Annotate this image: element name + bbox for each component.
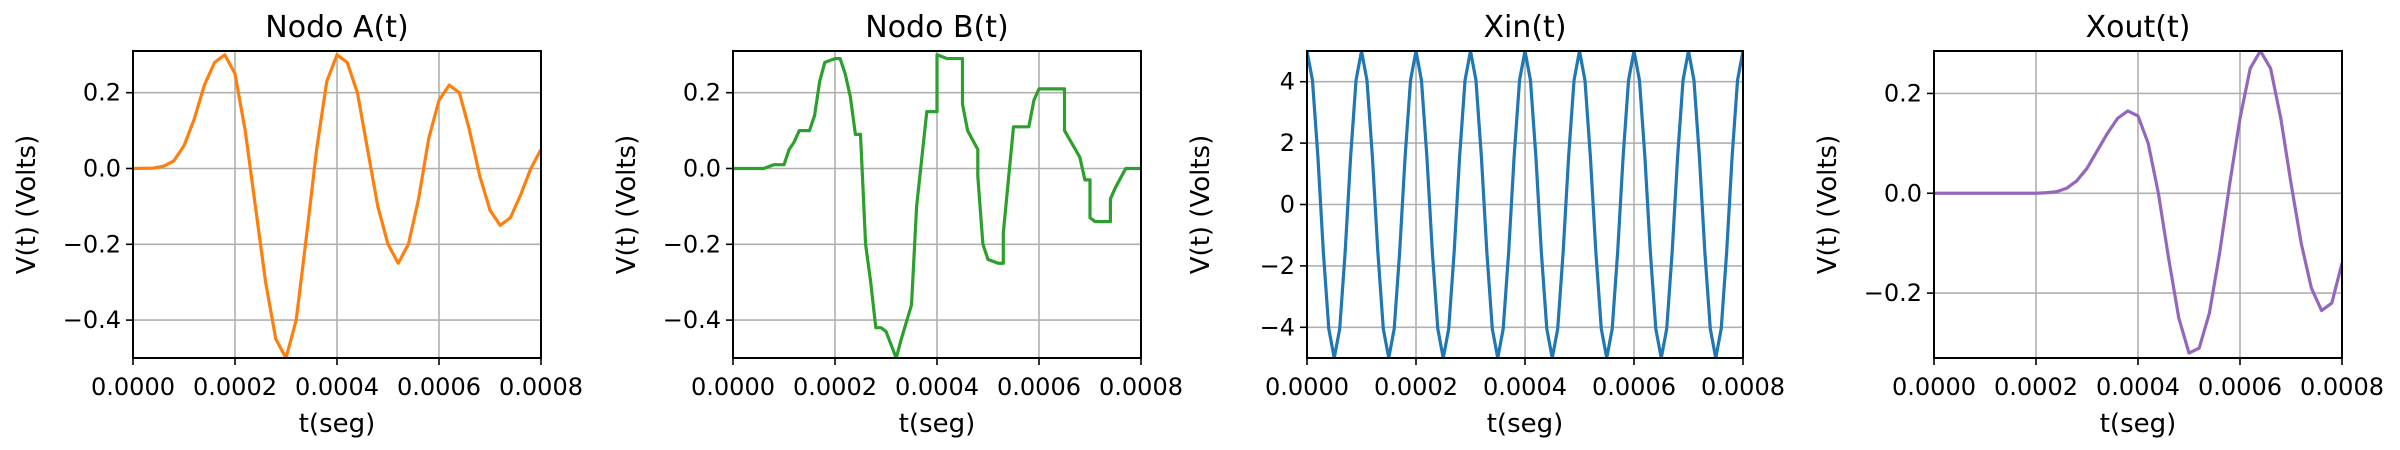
x-tick-label: 0.0004: [895, 373, 979, 401]
series-line-1: [733, 53, 1141, 358]
x-tick-label: 0.0008: [2300, 373, 2384, 401]
y-axis-label: V(t) (Volts): [12, 135, 42, 274]
chart-title: Xout(t): [2086, 10, 2191, 45]
y-axis-label: V(t) (Volts): [1186, 135, 1216, 274]
x-tick-label: 0.0008: [1099, 373, 1183, 401]
x-tick-label: 0.0002: [1994, 373, 2078, 401]
series-line-1: [1307, 51, 1743, 358]
x-tick-label: 0.0008: [1701, 373, 1785, 401]
chart-title: Xin(t): [1483, 10, 1566, 45]
y-tick-label: −0.2: [663, 230, 721, 258]
x-tick-label: 0.0008: [499, 373, 583, 401]
y-tick-label: −0.4: [63, 306, 121, 334]
x-tick-label: 0.0004: [1483, 373, 1567, 401]
y-tick-label: 0.2: [83, 79, 121, 107]
subplot-1: 0.0000 0.0002 0.0004 0.0006 0.0008 −0.4 −0.2 0.…: [12, 10, 583, 439]
series-line-1: [1934, 51, 2342, 355]
x-tick-label: 0.0000: [1265, 373, 1349, 401]
x-tick-label: 0.0006: [2198, 373, 2282, 401]
x-tick-label: 0.0004: [295, 373, 379, 401]
y-tick-label: 0.0: [83, 154, 121, 182]
chart-title: Nodo B(t): [865, 10, 1008, 45]
y-tick-label: 0.0: [683, 154, 721, 182]
y-axis-label: V(t) (Volts): [1813, 135, 1843, 274]
x-tick-label: 0.0002: [793, 373, 877, 401]
x-axis-label: t(seg): [899, 409, 976, 439]
y-tick-label: −0.2: [1864, 279, 1922, 307]
subplot-4: 0.0000 0.0002 0.0004 0.0006 0.0008 −0.2 0.0 0.2…: [1813, 10, 2384, 439]
series-line-1: [133, 53, 541, 358]
y-tick-label: −0.4: [663, 306, 721, 334]
y-tick-label: 0.0: [1884, 179, 1922, 207]
x-axis-label: t(seg): [299, 409, 376, 439]
y-tick-label: −0.2: [63, 230, 121, 258]
chart-title: Nodo A(t): [265, 10, 408, 45]
x-tick-label: 0.0006: [997, 373, 1081, 401]
x-axis-label: t(seg): [1487, 409, 1564, 439]
y-tick-label: 0: [1280, 191, 1295, 219]
x-tick-label: 0.0004: [2096, 373, 2180, 401]
y-axis-label: V(t) (Volts): [612, 135, 642, 274]
x-tick-label: 0.0002: [1374, 373, 1458, 401]
x-tick-label: 0.0006: [397, 373, 481, 401]
y-tick-label: 0.2: [683, 79, 721, 107]
subplot-3: 0.0000 0.0002 0.0004 0.0006 0.0008 −4 −2 0 2 4 Xin…: [1186, 10, 1785, 439]
y-tick-label: 4: [1280, 68, 1295, 96]
x-axis-label: t(seg): [2100, 409, 2177, 439]
x-tick-label: 0.0000: [91, 373, 175, 401]
y-tick-label: −2: [1260, 252, 1295, 280]
y-tick-label: 0.2: [1884, 79, 1922, 107]
y-tick-label: −4: [1260, 313, 1295, 341]
x-tick-label: 0.0000: [691, 373, 775, 401]
y-tick-label: 2: [1280, 129, 1295, 157]
x-tick-label: 0.0006: [1592, 373, 1676, 401]
subplot-2: 0.0000 0.0002 0.0004 0.0006 0.0008 −0.4 −0.2 0.…: [612, 10, 1183, 439]
x-tick-label: 0.0002: [193, 373, 277, 401]
x-tick-label: 0.0000: [1892, 373, 1976, 401]
